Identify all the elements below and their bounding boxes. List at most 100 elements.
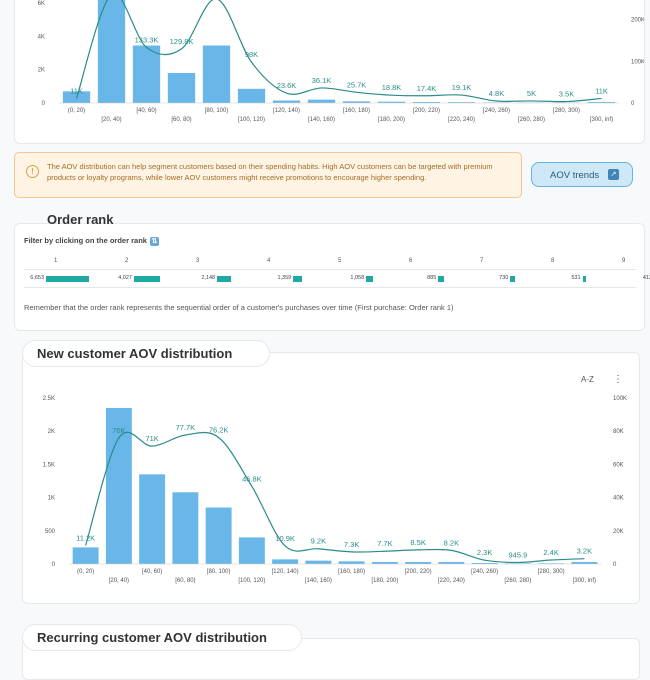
data-label: 46.8K	[242, 474, 262, 483]
y-right-tick: 0	[631, 101, 635, 107]
order-rank-value: 4,027	[106, 275, 132, 281]
data-label: 2.4K	[543, 548, 558, 557]
y-right-tick: 80K	[613, 429, 624, 435]
filter-label-text: Filter by clicking on the order rank	[24, 236, 147, 245]
data-label: 11K	[70, 86, 83, 95]
data-label: 76K	[112, 426, 125, 435]
order-rank-number: 9	[622, 258, 625, 264]
data-label: 3.2K	[577, 547, 592, 556]
info-icon: !	[26, 165, 39, 178]
bar	[133, 46, 160, 104]
y-right-tick: 200K	[631, 18, 644, 24]
data-label: 3.5K	[559, 90, 574, 99]
x-tick-label: [220, 240)	[448, 117, 475, 123]
order-rank-bar	[134, 276, 160, 282]
sort-az-icon[interactable]: A-Z	[581, 375, 594, 384]
y-left-tick: 1.5K	[43, 462, 55, 468]
x-tick-label: [280, 300)	[538, 569, 565, 575]
data-label: 8.5K	[410, 538, 425, 547]
order-rank-value: 2,148	[189, 275, 215, 281]
bar	[339, 561, 365, 564]
order-rank-bar	[293, 276, 302, 282]
order-rank-number: 3	[196, 258, 199, 264]
bar	[73, 547, 99, 564]
x-tick-label: [140, 160)	[308, 117, 335, 123]
x-tick-label: [180, 200)	[371, 578, 398, 584]
order-rank-number: 1	[54, 258, 57, 264]
data-label: 19.1K	[452, 83, 472, 92]
aov-trends-label: AOV trends	[550, 170, 599, 181]
x-tick-label: [100, 120)	[238, 578, 265, 584]
bar	[239, 537, 265, 564]
order-rank-number: 4	[267, 258, 270, 264]
bar	[206, 508, 232, 564]
bar	[98, 0, 125, 103]
y-left-tick: 1K	[48, 496, 55, 502]
x-tick-label: [240, 260)	[471, 569, 498, 575]
data-label: 133.3K	[135, 35, 159, 44]
aov-trends-button[interactable]: AOV trends ↗	[531, 162, 633, 187]
y-left-tick: 2.5K	[43, 396, 55, 402]
order-rank-bar	[46, 276, 89, 282]
x-tick-label: [100, 120)	[238, 117, 265, 123]
order-rank-bar	[583, 276, 586, 282]
y-right-tick: 60K	[613, 462, 624, 468]
data-label: 98K	[245, 50, 258, 59]
x-tick-label: [60, 80)	[175, 578, 195, 584]
order-rank-value: 6,653	[18, 275, 44, 281]
bar	[272, 559, 298, 564]
order-rank-column[interactable]: 9413	[592, 256, 650, 286]
insight-banner: ! The AOV distribution can help segment …	[14, 152, 522, 198]
data-label: 9.2K	[311, 537, 326, 546]
order-rank-column[interactable]: 2 4,027	[95, 256, 166, 286]
y-left-tick: 6K	[38, 1, 45, 7]
x-tick-label: [160, 180)	[343, 108, 370, 114]
external-link-icon: ↗	[608, 169, 619, 180]
y-left-tick: 0	[42, 101, 46, 107]
data-label: 36.1K	[312, 76, 332, 85]
y-left-tick: 4K	[38, 34, 45, 40]
x-tick-label: [260, 280)	[518, 117, 545, 123]
bar	[273, 101, 300, 104]
order-rank-column[interactable]: 3 2,148	[166, 256, 237, 286]
y-left-tick: 2K	[38, 68, 45, 74]
more-options-icon[interactable]: ⋮	[613, 374, 623, 385]
bar	[168, 73, 195, 103]
x-tick-label: [240, 260)	[483, 108, 510, 114]
order-rank-number: 6	[409, 258, 412, 264]
data-label: 5K	[527, 89, 536, 98]
x-tick-label: (0, 20)	[68, 108, 85, 114]
x-tick-label: [200, 220)	[405, 569, 432, 575]
bar	[305, 561, 331, 564]
x-tick-label: [280, 300)	[553, 108, 580, 114]
y-right-tick: 0	[613, 562, 617, 568]
insight-text: The AOV distribution can help segment cu…	[47, 161, 509, 183]
bar	[308, 100, 335, 103]
x-tick-label: [220, 240)	[438, 578, 465, 584]
data-label: 8.2K	[444, 538, 459, 547]
data-label: 7.7K	[377, 539, 392, 548]
order-rank-bar	[438, 276, 444, 282]
x-tick-label: [300, inf)	[590, 117, 613, 123]
x-tick-label: [20, 40)	[109, 578, 129, 584]
data-label: 17.4K	[417, 84, 437, 93]
data-label: 77.7K	[176, 423, 196, 432]
x-tick-label: [180, 200)	[378, 117, 405, 123]
order-rank-number: 5	[338, 258, 341, 264]
x-tick-label: [120, 140)	[273, 108, 300, 114]
x-tick-label: [300, inf)	[573, 578, 596, 584]
data-label: 71K	[145, 434, 158, 443]
sort-icon[interactable]: ⇅	[150, 237, 159, 246]
order-rank-number: 2	[125, 258, 128, 264]
order-rank-number: 8	[551, 258, 554, 264]
x-tick-label: [60, 80)	[171, 117, 191, 123]
